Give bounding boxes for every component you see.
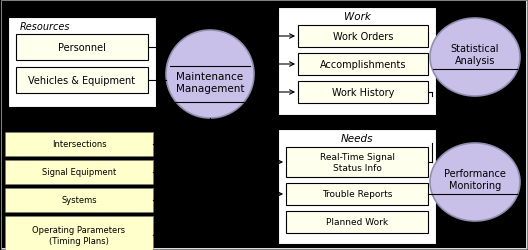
Text: Vehicles & Equipment: Vehicles & Equipment bbox=[29, 76, 136, 86]
Text: Planned Work: Planned Work bbox=[326, 218, 388, 226]
Bar bbox=[16, 68, 148, 94]
Bar bbox=[5, 188, 153, 212]
Bar bbox=[286, 148, 428, 177]
Ellipse shape bbox=[166, 31, 254, 118]
Text: Maintenance
Management: Maintenance Management bbox=[176, 72, 244, 94]
Ellipse shape bbox=[430, 19, 520, 96]
Ellipse shape bbox=[430, 144, 520, 221]
Bar bbox=[5, 160, 153, 184]
Text: Work: Work bbox=[344, 12, 371, 22]
Bar bbox=[298, 82, 428, 104]
Text: Signal Equipment: Signal Equipment bbox=[42, 168, 116, 177]
Bar bbox=[286, 183, 428, 205]
Bar bbox=[298, 26, 428, 48]
Bar bbox=[16, 35, 148, 61]
Text: Systems: Systems bbox=[61, 196, 97, 205]
Bar bbox=[278, 8, 436, 116]
Text: Performance
Monitoring: Performance Monitoring bbox=[444, 168, 506, 190]
Bar bbox=[278, 130, 436, 244]
Text: Intersections: Intersections bbox=[52, 140, 106, 149]
Text: Personnel: Personnel bbox=[58, 43, 106, 53]
Text: Statistical
Analysis: Statistical Analysis bbox=[451, 44, 499, 66]
Bar bbox=[286, 211, 428, 233]
Text: Operating Parameters
(Timing Plans): Operating Parameters (Timing Plans) bbox=[32, 226, 126, 245]
Bar bbox=[298, 54, 428, 76]
Text: Work History: Work History bbox=[332, 88, 394, 98]
Text: Real-Time Signal
Status Info: Real-Time Signal Status Info bbox=[319, 153, 394, 172]
Bar bbox=[5, 216, 153, 250]
Text: Accomplishments: Accomplishments bbox=[320, 60, 406, 70]
Bar bbox=[5, 132, 153, 156]
Bar bbox=[8, 18, 156, 108]
Text: Trouble Reports: Trouble Reports bbox=[322, 190, 392, 199]
Text: Work Orders: Work Orders bbox=[333, 32, 393, 42]
Text: Needs: Needs bbox=[341, 134, 373, 143]
Text: Resources: Resources bbox=[20, 22, 71, 32]
